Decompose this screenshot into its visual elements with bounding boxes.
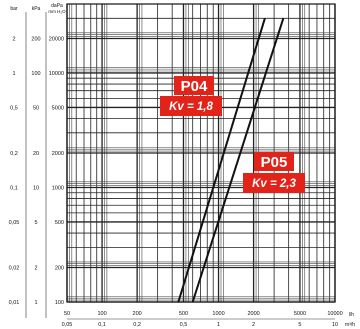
x-tick-lh: 2000 bbox=[247, 311, 259, 317]
badge-p05-kv-box bbox=[243, 173, 305, 193]
y-tick-bar: 1 bbox=[12, 71, 15, 77]
badge-p04-title: P04 bbox=[181, 78, 208, 95]
y-tick-dapa: 20000 bbox=[49, 36, 64, 42]
y-tick-bar: 0,2 bbox=[10, 151, 18, 157]
y-header-bar: bar bbox=[10, 6, 18, 12]
x-tick-m3h: 2 bbox=[252, 322, 255, 328]
y-header-kpa: kPa bbox=[32, 6, 41, 12]
y-tick-dapa: 200 bbox=[55, 266, 64, 272]
badge-p05-title: P05 bbox=[261, 154, 288, 171]
x-tick-lh: 5000 bbox=[294, 311, 306, 317]
x-tick-m3h: 0,1 bbox=[98, 322, 106, 328]
y-tick-kpa: 5 bbox=[34, 220, 37, 226]
badge-p04-kv-box bbox=[160, 96, 222, 116]
y-tick-bar: 0,1 bbox=[10, 185, 18, 191]
y-header-dapa: daPa bbox=[51, 3, 63, 9]
y-tick-bar: 0,02 bbox=[9, 266, 20, 272]
badge-p04-title-box bbox=[174, 76, 214, 95]
y-tick-dapa: 1000 bbox=[52, 185, 64, 191]
y-tick-kpa: 100 bbox=[31, 71, 40, 77]
x-header-secondary: m³/h bbox=[345, 322, 355, 328]
x-header-primary: l/h bbox=[349, 312, 355, 318]
y-tick-kpa: 20 bbox=[33, 151, 39, 157]
badge-p04-kv: Kv = 1,8 bbox=[169, 101, 213, 113]
y-tick-dapa: 2000 bbox=[52, 151, 64, 157]
y-header-dapa-unit: mm H₂O bbox=[48, 9, 66, 14]
y-tick-kpa: 50 bbox=[33, 105, 39, 111]
x-tick-m3h: 1 bbox=[217, 322, 220, 328]
x-tick-lh: 10000 bbox=[327, 311, 342, 317]
y-tick-dapa: 10000 bbox=[49, 71, 64, 77]
y-tick-kpa: 200 bbox=[31, 36, 40, 42]
y-tick-bar: 0,05 bbox=[9, 220, 20, 226]
y-tick-kpa: 10 bbox=[33, 185, 39, 191]
series-lines bbox=[177, 18, 285, 303]
series-badges: P04 Kv = 1,8 P05 Kv = 2,3 bbox=[160, 76, 305, 193]
x-tick-lh: 500 bbox=[179, 311, 188, 317]
series-line-p05 bbox=[191, 18, 285, 303]
x-tick-m3h: 0,05 bbox=[62, 322, 73, 328]
x-tick-lh: 1000 bbox=[212, 311, 224, 317]
y-tick-dapa: 100 bbox=[55, 300, 64, 306]
x-tick-m3h: 0,2 bbox=[133, 322, 141, 328]
y-tick-bar: 0,01 bbox=[9, 300, 20, 306]
x-tick-lh: 100 bbox=[97, 311, 106, 317]
x-tick-lh: 50 bbox=[64, 311, 70, 317]
y-tick-kpa: 2 bbox=[34, 266, 37, 272]
badge-p05-kv: Kv = 2,3 bbox=[252, 178, 296, 190]
y-tick-bar: 2 bbox=[12, 36, 15, 42]
plot-border bbox=[66, 3, 336, 303]
y-tick-bar: 0,5 bbox=[10, 105, 18, 111]
y-tick-dapa: 5000 bbox=[52, 105, 64, 111]
y-tick-kpa: 1 bbox=[34, 300, 37, 306]
x-tick-m3h: 0,5 bbox=[180, 322, 188, 328]
x-tick-m3h: 10 bbox=[332, 322, 338, 328]
badge-p05-title-box bbox=[254, 152, 294, 171]
y-tick-dapa: 500 bbox=[55, 220, 64, 226]
series-line-p04 bbox=[177, 18, 266, 303]
x-tick-m3h: 5 bbox=[298, 322, 301, 328]
x-tick-lh: 200 bbox=[133, 311, 142, 317]
